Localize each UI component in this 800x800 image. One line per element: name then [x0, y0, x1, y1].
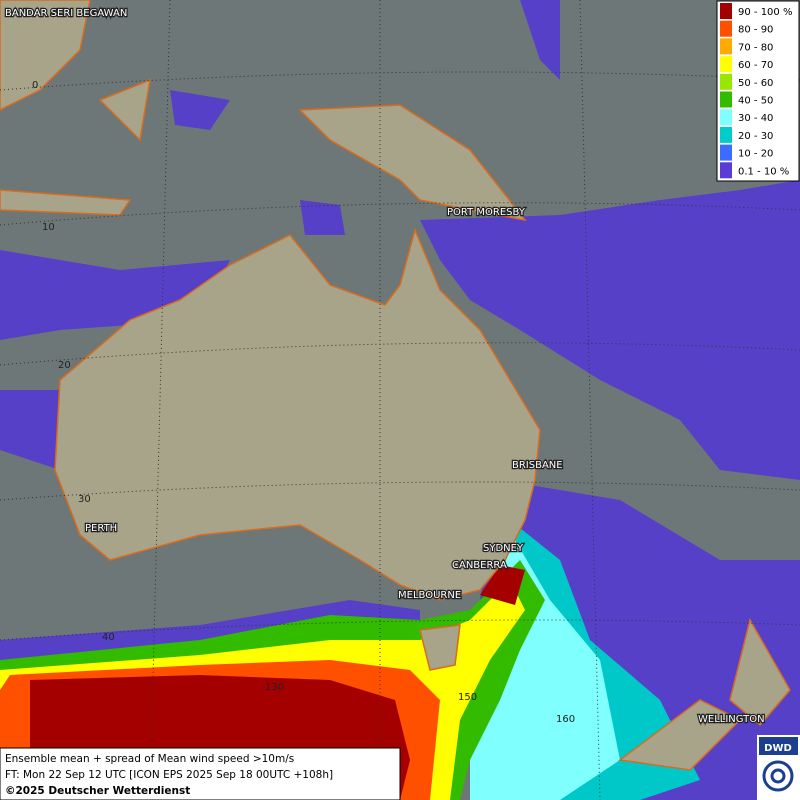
lat-label: 40 — [102, 632, 115, 643]
lat-label: 20 — [58, 360, 71, 371]
logo-bar — [759, 737, 798, 755]
legend-swatch — [720, 109, 732, 126]
logo-icon — [770, 768, 786, 784]
city-label: MELBOURNE — [398, 590, 461, 601]
cities: BANDAR SERI BEGAWAN PORT MORESBY BRISBAN… — [4, 7, 766, 727]
lat-label: 0 — [32, 80, 38, 91]
city-label: BANDAR SERI BEGAWAN — [5, 8, 127, 19]
legend-label: 20 - 30 — [738, 131, 773, 142]
lon-label: 160 — [556, 714, 575, 725]
legend-swatch — [720, 91, 732, 108]
legend-swatch — [720, 56, 732, 73]
footer-line: ©2025 Deutscher Wetterdienst — [5, 785, 190, 797]
land — [0, 0, 791, 771]
lat-label: 30 — [78, 494, 91, 505]
lon-label: 130 — [265, 682, 284, 693]
city-label: WELLINGTON — [698, 714, 765, 725]
legend-swatch — [720, 126, 732, 143]
legend-swatch — [720, 20, 732, 37]
legend-label: 90 - 100 % — [738, 7, 792, 18]
legend-label: 0.1 - 10 % — [738, 166, 789, 177]
logo-icon — [762, 760, 794, 792]
footer-box — [0, 747, 401, 800]
city-label: SYDNEY — [483, 543, 524, 554]
grid-labels: 0 10 20 30 40 130 150 160 — [32, 80, 575, 725]
legend-swatch — [720, 162, 732, 179]
legend-label: 10 - 20 — [738, 149, 773, 160]
legend-swatch — [720, 3, 732, 19]
city-label: PERTH — [85, 523, 117, 534]
legend-swatch — [720, 144, 732, 161]
footer-line: Ensemble mean + spread of Mean wind spee… — [5, 753, 294, 765]
city-label: BRISBANE — [512, 460, 563, 471]
legend-label: 50 - 60 — [738, 78, 773, 89]
legend: 90 - 100 % 80 - 90 70 - 80 60 - 70 50 - 60 40… — [716, 0, 800, 182]
legend-swatch — [720, 38, 732, 55]
city-label: CANBERRA — [452, 560, 507, 571]
logo-text: DWD — [764, 743, 792, 754]
footer-line: FT: Mon 22 Sep 12 UTC [ICON EPS 2025 Sep… — [5, 769, 333, 781]
legend-label: 70 - 80 — [738, 42, 773, 53]
legend-label: 80 - 90 — [738, 25, 773, 36]
lat-label: 10 — [42, 222, 55, 233]
city-label: PORT MORESBY — [447, 207, 526, 218]
legend-label: 30 - 40 — [738, 113, 773, 124]
wind-area — [480, 565, 525, 605]
legend-swatch — [720, 73, 732, 90]
legend-label: 60 - 70 — [738, 60, 773, 71]
lon-label: 150 — [458, 692, 477, 703]
legend-label: 40 - 50 — [738, 96, 773, 107]
